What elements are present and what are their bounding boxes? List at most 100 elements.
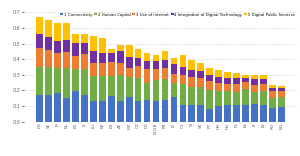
- Bar: [179, 84, 186, 105]
- Bar: [278, 86, 285, 88]
- Bar: [171, 83, 177, 97]
- Bar: [269, 88, 276, 91]
- Bar: [126, 97, 133, 122]
- Bar: [278, 107, 285, 122]
- Bar: [90, 101, 97, 122]
- Bar: [81, 43, 88, 54]
- Bar: [242, 105, 249, 122]
- Bar: [54, 68, 61, 93]
- Bar: [188, 77, 195, 87]
- Bar: [171, 97, 177, 122]
- Bar: [233, 92, 240, 105]
- Bar: [135, 101, 142, 122]
- Bar: [135, 49, 142, 58]
- Bar: [197, 105, 204, 122]
- Bar: [45, 95, 52, 122]
- Bar: [72, 43, 79, 56]
- Bar: [215, 77, 222, 83]
- Bar: [90, 36, 97, 51]
- Bar: [63, 40, 70, 52]
- Bar: [144, 69, 150, 83]
- Bar: [278, 91, 285, 97]
- Bar: [179, 67, 186, 75]
- Bar: [224, 105, 231, 122]
- Bar: [144, 61, 150, 69]
- Bar: [117, 75, 124, 101]
- Bar: [233, 84, 240, 92]
- Bar: [72, 56, 79, 69]
- Bar: [242, 78, 249, 82]
- Bar: [81, 69, 88, 95]
- Bar: [215, 106, 222, 122]
- Bar: [99, 53, 106, 63]
- Bar: [188, 60, 195, 70]
- Bar: [233, 73, 240, 78]
- Bar: [153, 101, 159, 122]
- Bar: [251, 92, 258, 104]
- Bar: [36, 34, 43, 48]
- Bar: [153, 80, 159, 101]
- Bar: [36, 95, 43, 122]
- Bar: [278, 88, 285, 91]
- Bar: [99, 101, 106, 122]
- Bar: [215, 70, 222, 77]
- Bar: [108, 53, 115, 62]
- Bar: [269, 98, 276, 108]
- Bar: [224, 78, 231, 84]
- Bar: [206, 109, 213, 122]
- Bar: [197, 87, 204, 105]
- Bar: [81, 54, 88, 69]
- Bar: [126, 77, 133, 97]
- Bar: [162, 100, 168, 122]
- Bar: [224, 84, 231, 91]
- Bar: [162, 51, 168, 60]
- Bar: [206, 75, 213, 81]
- Bar: [45, 37, 52, 50]
- Bar: [81, 95, 88, 122]
- Bar: [63, 52, 70, 68]
- Bar: [135, 58, 142, 66]
- Bar: [90, 63, 97, 76]
- Bar: [251, 104, 258, 122]
- Bar: [45, 67, 52, 95]
- Bar: [153, 69, 159, 80]
- Bar: [72, 34, 79, 43]
- Bar: [188, 87, 195, 105]
- Bar: [224, 91, 231, 105]
- Bar: [260, 75, 267, 79]
- Bar: [197, 71, 204, 78]
- Bar: [108, 96, 115, 122]
- Legend: 1 Connectivity, 2 Human Capital, 3 Use of Internet, 4 Integration of Digital Tec: 1 Connectivity, 2 Human Capital, 3 Use o…: [60, 12, 295, 17]
- Bar: [260, 84, 267, 91]
- Bar: [117, 101, 124, 122]
- Bar: [126, 68, 133, 77]
- Bar: [108, 62, 115, 76]
- Bar: [188, 105, 195, 122]
- Bar: [108, 49, 115, 53]
- Bar: [224, 72, 231, 78]
- Bar: [36, 67, 43, 95]
- Bar: [260, 79, 267, 84]
- Bar: [171, 58, 177, 64]
- Bar: [72, 91, 79, 122]
- Bar: [215, 91, 222, 106]
- Bar: [242, 82, 249, 89]
- Bar: [171, 74, 177, 83]
- Bar: [179, 75, 186, 84]
- Bar: [81, 34, 88, 43]
- Bar: [278, 97, 285, 107]
- Bar: [36, 17, 43, 34]
- Bar: [242, 89, 249, 105]
- Bar: [260, 105, 267, 122]
- Bar: [153, 61, 159, 69]
- Bar: [117, 51, 124, 63]
- Bar: [90, 51, 97, 63]
- Bar: [162, 79, 168, 100]
- Bar: [233, 105, 240, 122]
- Bar: [144, 100, 150, 122]
- Bar: [126, 57, 133, 68]
- Bar: [179, 105, 186, 122]
- Bar: [99, 63, 106, 76]
- Bar: [171, 64, 177, 74]
- Bar: [206, 81, 213, 90]
